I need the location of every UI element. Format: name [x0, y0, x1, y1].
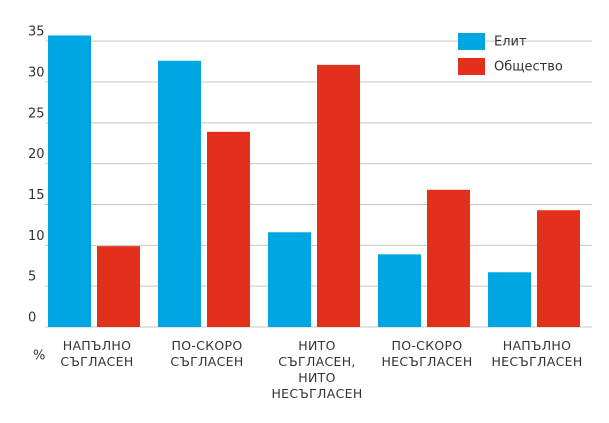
y-tick-label: 20 [28, 147, 45, 162]
x-tick-label: ПО-СКОРО НЕСЪГЛАСЕН [381, 338, 473, 369]
x-tick-label: НАПЪЛНО НЕСЪГЛАСЕН [491, 338, 583, 369]
legend-swatch [458, 33, 485, 50]
x-tick-label: ПО-СКОРО СЪГЛАСЕН [170, 338, 244, 369]
bar [48, 35, 91, 327]
legend-label: Общество [494, 60, 563, 75]
y-tick-label: 10 [28, 229, 45, 244]
bar [427, 189, 470, 327]
bar [97, 246, 140, 327]
bar [158, 60, 201, 328]
x-tick-label: НИТО СЪГЛАСЕН, НИТО НЕСЪГЛАСЕН [271, 338, 363, 401]
y-tick-label: 30 [28, 66, 45, 81]
y-tick-label: 5 [28, 270, 36, 285]
legend-swatch [458, 58, 485, 75]
bar [207, 131, 250, 327]
y-tick-label: 25 [28, 106, 45, 121]
y-axis-label: % [33, 349, 45, 364]
y-tick-label: 0 [28, 311, 36, 326]
bar [268, 232, 311, 327]
bar [317, 64, 360, 327]
bar [378, 254, 421, 327]
y-tick-label: 15 [28, 188, 45, 203]
bar [488, 272, 531, 327]
x-tick-label: НАПЪЛНО СЪГЛАСЕН [60, 338, 134, 369]
y-tick-label: 35 [28, 25, 45, 40]
bar [537, 210, 580, 327]
legend-label: Елит [494, 35, 527, 50]
